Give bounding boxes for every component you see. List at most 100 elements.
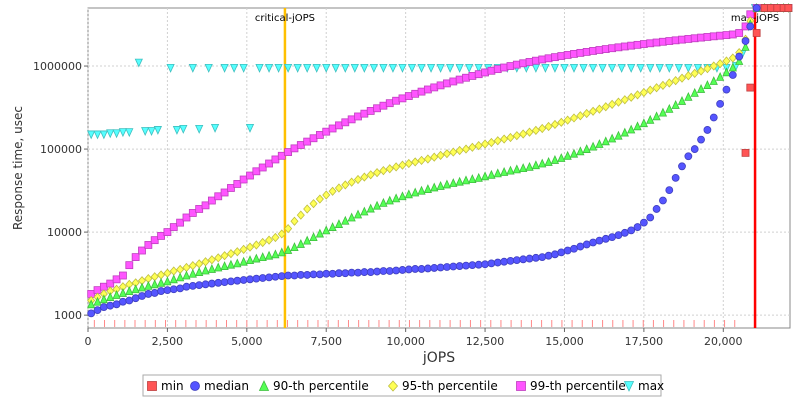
- data-point: [627, 41, 636, 50]
- data-point: [442, 179, 452, 189]
- data-point: [131, 253, 140, 262]
- data-point: [334, 183, 343, 193]
- x-tick-label: 15,000: [545, 335, 584, 348]
- data-point: [519, 59, 528, 68]
- data-point: [309, 270, 318, 279]
- data-point: [258, 163, 267, 172]
- data-point: [589, 106, 598, 116]
- data-point: [627, 124, 636, 134]
- data-point: [557, 153, 566, 162]
- legend-label: min: [161, 379, 184, 393]
- data-point: [341, 118, 350, 127]
- data-point: [684, 63, 693, 73]
- data-point: [398, 160, 407, 170]
- data-point: [677, 95, 687, 105]
- data-point: [283, 63, 293, 73]
- data-point: [423, 85, 432, 94]
- data-point: [468, 142, 477, 152]
- data-point: [430, 83, 439, 92]
- data-point: [353, 209, 363, 219]
- data-point: [544, 251, 553, 260]
- data-point: [697, 66, 706, 76]
- data-point: [258, 274, 267, 282]
- data-point: [752, 4, 761, 12]
- data-point: [201, 280, 210, 289]
- data-point: [335, 121, 343, 130]
- data-point: [417, 155, 426, 166]
- data-point: [373, 104, 381, 113]
- data-point: [550, 119, 559, 130]
- data-point: [639, 87, 648, 98]
- legend-label: 90-th percentile: [273, 379, 369, 393]
- data-point: [347, 268, 356, 277]
- data-point: [655, 63, 664, 73]
- data-point: [544, 156, 553, 166]
- data-point: [118, 128, 128, 138]
- data-point: [633, 90, 642, 100]
- data-point: [277, 229, 286, 239]
- data-point: [474, 172, 483, 182]
- data-point: [246, 275, 254, 284]
- data-point: [665, 37, 674, 45]
- data-point: [677, 73, 687, 83]
- data-point: [506, 256, 515, 265]
- data-point: [188, 209, 197, 217]
- data-point: [274, 63, 283, 73]
- data-point: [746, 83, 755, 92]
- marker-label: critical-jOPS: [255, 13, 315, 24]
- data-point: [385, 195, 394, 205]
- data-point: [500, 134, 509, 144]
- data-point: [404, 265, 413, 274]
- data-point: [322, 127, 331, 136]
- data-point: [99, 282, 108, 291]
- data-point: [112, 290, 121, 299]
- data-point: [119, 297, 127, 306]
- data-point: [163, 286, 172, 295]
- data-point: [741, 37, 750, 45]
- data-point: [188, 63, 197, 73]
- data-point: [512, 60, 521, 69]
- data-point: [290, 216, 299, 226]
- data-point: [767, 4, 775, 12]
- data-point: [665, 63, 674, 73]
- data-point: [760, 4, 769, 12]
- data-point: [99, 130, 109, 140]
- data-point: [347, 212, 356, 222]
- data-point: [563, 115, 572, 125]
- data-point: [576, 111, 585, 121]
- data-point: [512, 164, 521, 174]
- data-point: [372, 200, 382, 210]
- data-point: [353, 174, 363, 185]
- data-point: [455, 145, 464, 156]
- data-point: [125, 296, 134, 305]
- data-point: [576, 48, 585, 57]
- data-point: [633, 223, 642, 231]
- data-point: [538, 123, 547, 134]
- data-point: [360, 206, 369, 216]
- data-point: [773, 4, 782, 12]
- data-point: [207, 196, 216, 205]
- data-point: [735, 56, 744, 65]
- data-point: [315, 194, 324, 204]
- data-point: [296, 271, 305, 279]
- data-point: [474, 260, 483, 269]
- data-point: [589, 47, 597, 55]
- data-point: [188, 281, 197, 290]
- data-point: [341, 180, 350, 190]
- data-point: [176, 284, 185, 293]
- y-tick-label: 100000: [40, 143, 82, 156]
- data-point: [245, 255, 255, 265]
- data-point: [153, 126, 163, 135]
- data-point: [379, 166, 388, 176]
- data-point: [106, 129, 115, 139]
- data-point: [328, 124, 337, 133]
- x-tick-label: 12,500: [466, 335, 505, 348]
- data-point: [265, 159, 273, 168]
- data-point: [284, 224, 293, 234]
- data-point: [684, 71, 693, 81]
- data-point: [144, 280, 153, 290]
- data-point: [360, 268, 369, 276]
- data-point: [252, 274, 261, 283]
- data-point: [728, 30, 737, 39]
- x-tick-label: 5,000: [231, 335, 263, 348]
